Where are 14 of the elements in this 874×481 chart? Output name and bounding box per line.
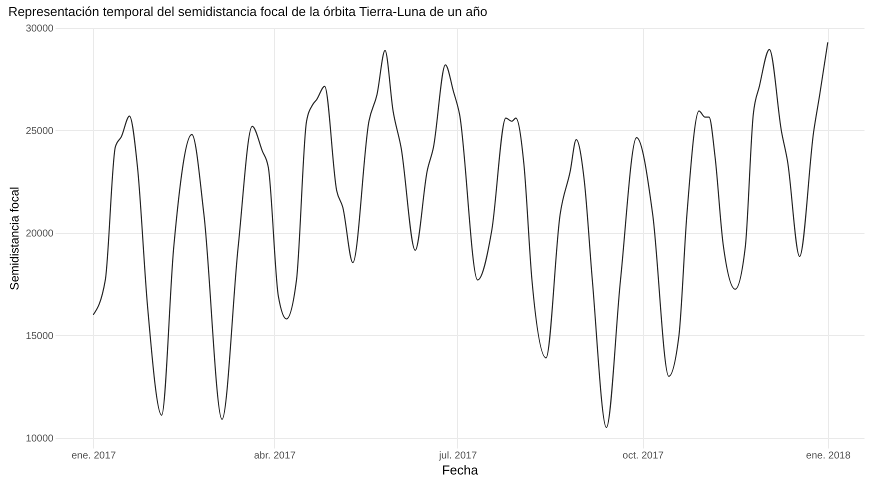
y-axis-title: Semidistancia focal [8,186,22,290]
line-series [92,42,828,428]
chart-title: Representación temporal del semidistancia focal de la órbita Tierra-Luna de un año [8,4,488,19]
x-tick-label: ene. 2018 [806,450,851,462]
y-tick-label: 30000 [26,24,54,34]
y-tick-label: 10000 [26,433,54,444]
x-tick-label: jul. 2017 [438,450,478,462]
x-tick-label: ene. 2017 [71,450,116,462]
y-tick-label: 25000 [26,126,54,137]
y-tick-label: 20000 [26,228,54,240]
x-axis-title: Fecha [442,462,479,478]
y-tick-label: 15000 [26,330,54,342]
x-tick-label: oct. 2017 [622,450,664,462]
x-tick-label: abr. 2017 [254,450,296,462]
